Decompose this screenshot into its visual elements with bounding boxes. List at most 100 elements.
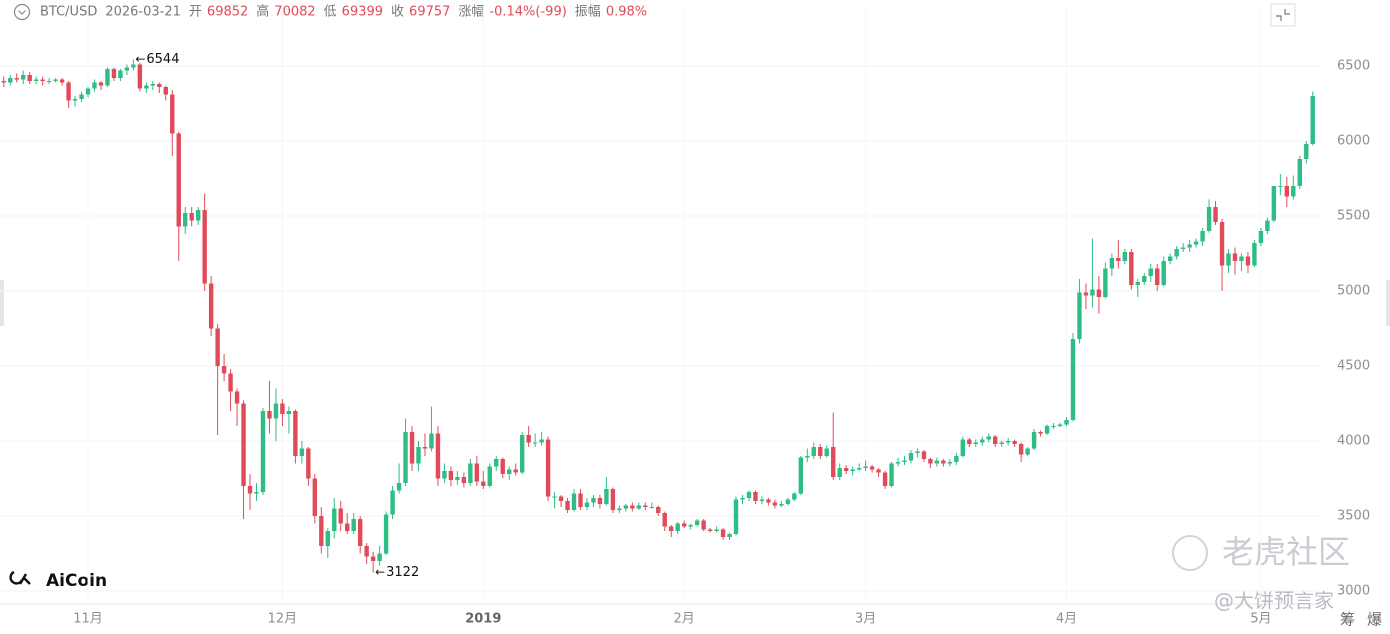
candle xyxy=(1167,253,1173,264)
candle xyxy=(144,82,149,93)
candle-body xyxy=(1135,282,1140,285)
candle xyxy=(293,409,298,464)
candle-body xyxy=(1148,268,1153,276)
field-value: 69852 xyxy=(207,5,248,20)
candle-body xyxy=(1193,241,1199,245)
candle-body xyxy=(532,442,538,444)
x-tick-label: 5月 xyxy=(1250,612,1271,627)
candle-body xyxy=(986,436,991,440)
candle xyxy=(312,474,318,524)
candle-body xyxy=(27,75,32,81)
field-value: -0.14%(-99) xyxy=(489,5,566,20)
community-watermark: 老虎社区 @大饼预言家 xyxy=(1172,533,1350,613)
candle xyxy=(947,459,953,467)
candle xyxy=(850,466,855,476)
candle-body xyxy=(319,516,324,546)
candle xyxy=(856,463,862,471)
candle xyxy=(869,465,875,473)
candle xyxy=(150,81,156,90)
candle-body xyxy=(1155,268,1160,285)
candle-body xyxy=(33,79,39,81)
candle xyxy=(1193,238,1199,248)
candle xyxy=(643,502,648,510)
candle-body xyxy=(357,519,363,546)
candle xyxy=(46,78,52,84)
left-handle[interactable] xyxy=(0,280,4,326)
candle xyxy=(1090,238,1095,308)
candle xyxy=(1116,240,1121,269)
candle-body xyxy=(805,456,810,458)
candle-body xyxy=(727,534,732,537)
candle-body xyxy=(960,439,966,456)
candle xyxy=(21,70,26,84)
candle-body xyxy=(442,471,447,479)
candle xyxy=(325,528,330,558)
candle xyxy=(221,354,227,381)
candle-body xyxy=(306,448,311,479)
brand-watermark: AiCoin xyxy=(9,570,107,591)
candle-body xyxy=(967,439,972,444)
collapse-icon[interactable] xyxy=(13,3,31,21)
candle-body xyxy=(105,69,110,86)
candle xyxy=(1005,438,1011,446)
annotation-label: 3122 xyxy=(386,565,419,580)
candle-body xyxy=(798,457,804,494)
candle xyxy=(999,441,1004,447)
candle-body xyxy=(545,439,551,497)
candle xyxy=(267,381,272,434)
candle xyxy=(1271,186,1277,222)
candle-body xyxy=(144,85,149,89)
field-value: 69757 xyxy=(409,5,450,20)
candle xyxy=(338,501,343,531)
candle xyxy=(422,433,428,456)
x-tick-label: 2019 xyxy=(465,612,501,627)
candle-body xyxy=(422,447,428,449)
candle xyxy=(662,511,667,531)
candle-body xyxy=(902,460,907,462)
candle-body xyxy=(46,81,52,82)
candle xyxy=(273,388,279,441)
candle xyxy=(370,552,376,573)
candle xyxy=(500,457,505,479)
right-handle[interactable] xyxy=(1386,280,1390,326)
candle xyxy=(921,450,927,462)
candle-body xyxy=(1187,244,1192,248)
candle-body xyxy=(876,469,881,473)
y-tick-label: 5000 xyxy=(1337,284,1370,299)
candle-body xyxy=(1051,426,1056,427)
candle-body xyxy=(869,466,875,470)
candle xyxy=(623,504,629,512)
candle xyxy=(228,369,233,411)
candle xyxy=(584,498,590,510)
candle xyxy=(487,463,492,488)
side-button[interactable]: 筹 xyxy=(1340,611,1355,629)
candle-body xyxy=(610,489,616,510)
candle-body xyxy=(818,447,823,456)
candle xyxy=(280,399,285,426)
candle xyxy=(351,513,356,534)
candle xyxy=(105,67,110,87)
candle xyxy=(1109,253,1115,276)
candle-body xyxy=(584,502,590,507)
candle-body xyxy=(669,526,674,531)
fullscreen-button[interactable] xyxy=(1270,3,1296,27)
candle xyxy=(176,132,181,261)
candle xyxy=(396,463,402,494)
candle-body xyxy=(1161,261,1166,285)
candle-body xyxy=(118,70,123,78)
candle-body xyxy=(507,469,512,474)
side-button[interactable]: 爆 xyxy=(1367,611,1382,629)
candle xyxy=(837,463,842,480)
candle-body xyxy=(1232,253,1238,261)
candle-body xyxy=(999,442,1004,444)
candle xyxy=(928,457,933,468)
candle xyxy=(1187,240,1192,252)
candle xyxy=(811,442,816,459)
candle-body xyxy=(1129,252,1134,285)
candle-body xyxy=(1258,231,1264,243)
candle xyxy=(461,472,467,488)
candle-body xyxy=(273,403,279,419)
candle-body xyxy=(267,411,272,419)
candle-body xyxy=(461,477,467,483)
candle xyxy=(1252,240,1257,267)
